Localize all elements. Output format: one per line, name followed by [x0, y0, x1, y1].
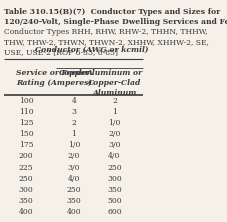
Text: USE, USE-2 [ROP 6-53, 6-85]: USE, USE-2 [ROP 6-53, 6-85] [4, 48, 118, 56]
Text: 3: 3 [71, 108, 76, 116]
Text: 350: 350 [67, 197, 81, 205]
Text: 300: 300 [19, 186, 33, 194]
Text: 4/0: 4/0 [108, 153, 121, 161]
Text: 250: 250 [67, 186, 81, 194]
Text: 100: 100 [19, 97, 33, 105]
Text: 250: 250 [107, 164, 122, 172]
Text: 350: 350 [19, 197, 33, 205]
Text: 4/0: 4/0 [68, 175, 80, 183]
Text: 600: 600 [107, 208, 122, 216]
Text: 400: 400 [67, 208, 81, 216]
Text: THW, THW-2, THWN, THWN-2, XHHW, XHHW-2, SE,: THW, THW-2, THWN, THWN-2, XHHW, XHHW-2, … [4, 38, 209, 46]
Text: 2: 2 [112, 97, 117, 105]
Text: 1: 1 [112, 108, 117, 116]
Text: 2: 2 [72, 119, 76, 127]
Text: 3/0: 3/0 [68, 164, 80, 172]
Text: 1: 1 [72, 130, 76, 138]
Text: 175: 175 [19, 141, 33, 149]
Text: 4: 4 [72, 97, 76, 105]
Text: 1/0: 1/0 [68, 141, 80, 149]
Text: Conductor Types RHH, RHW, RHW-2, THHN, THHW,: Conductor Types RHH, RHW, RHW-2, THHN, T… [4, 28, 208, 36]
Text: Conductor (AWG or kcmil): Conductor (AWG or kcmil) [35, 46, 148, 54]
Text: 200: 200 [19, 153, 33, 161]
Text: 2/0: 2/0 [108, 130, 121, 138]
Text: 500: 500 [107, 197, 122, 205]
Text: 1/0: 1/0 [108, 119, 121, 127]
Text: 400: 400 [19, 208, 33, 216]
Text: Aluminum or
Copper-Clad
Aluminum: Aluminum or Copper-Clad Aluminum [86, 69, 143, 97]
Text: 350: 350 [107, 186, 122, 194]
Text: 300: 300 [107, 175, 122, 183]
Text: 3/0: 3/0 [108, 141, 121, 149]
Text: 2/0: 2/0 [68, 153, 80, 161]
Text: 120/240-Volt, Single-Phase Dwelling Services and Feeders.: 120/240-Volt, Single-Phase Dwelling Serv… [4, 18, 227, 26]
Text: 250: 250 [19, 175, 33, 183]
Text: Copper: Copper [59, 69, 89, 77]
Text: 150: 150 [19, 130, 33, 138]
Text: Table 310.15(B)(7)  Conductor Types and Sizes for: Table 310.15(B)(7) Conductor Types and S… [4, 8, 221, 16]
Text: 125: 125 [19, 119, 33, 127]
Text: 225: 225 [19, 164, 33, 172]
Text: 110: 110 [19, 108, 33, 116]
Text: Service or Feeder
Rating (Amperes): Service or Feeder Rating (Amperes) [16, 69, 92, 87]
